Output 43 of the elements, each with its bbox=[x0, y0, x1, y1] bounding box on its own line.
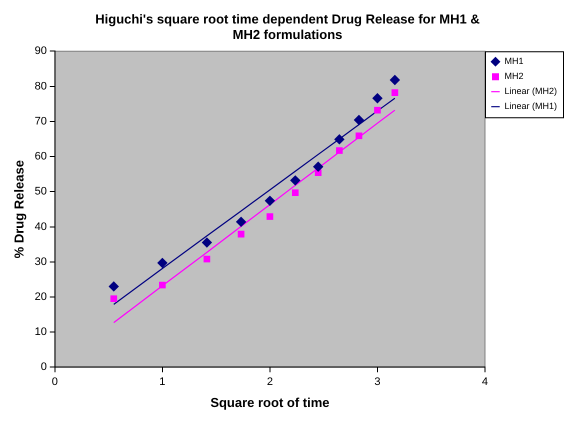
chart-title: Higuchi's square root time dependent Drug Release for MH1 & MH2 formulations bbox=[95, 11, 480, 42]
point bbox=[236, 216, 246, 227]
y-tick-label: 70 bbox=[34, 115, 47, 128]
y-tick-label: 60 bbox=[34, 150, 47, 163]
y-tick-label: 40 bbox=[34, 220, 47, 233]
point bbox=[159, 282, 166, 288]
point bbox=[290, 175, 300, 186]
point bbox=[157, 258, 168, 268]
point bbox=[292, 189, 299, 196]
point bbox=[110, 295, 118, 302]
y-tick-label: 10 bbox=[34, 326, 47, 338]
point bbox=[336, 147, 343, 154]
point bbox=[238, 230, 244, 238]
point bbox=[313, 162, 324, 172]
point bbox=[372, 93, 382, 104]
legend-label: Linear (MH2) bbox=[504, 86, 558, 96]
point bbox=[390, 74, 400, 85]
point bbox=[202, 238, 212, 248]
x-tick-label: 3 bbox=[374, 376, 381, 388]
y-tick-label: 80 bbox=[34, 80, 47, 92]
y-tick-label: 20 bbox=[34, 291, 47, 304]
y-tick-label: 90 bbox=[34, 45, 47, 58]
x-tick-label: 4 bbox=[482, 376, 488, 388]
legend-label: MH1 bbox=[504, 56, 524, 66]
point bbox=[354, 115, 364, 126]
x-tick-label: 0 bbox=[52, 376, 58, 388]
x-tick-label: 1 bbox=[159, 376, 166, 388]
legend-label: Linear (MH1) bbox=[504, 101, 558, 112]
y-tick-label: 50 bbox=[34, 186, 47, 198]
x-axis-title: Square root of time bbox=[210, 394, 330, 410]
point bbox=[264, 196, 275, 206]
point bbox=[356, 132, 362, 140]
point bbox=[374, 106, 381, 114]
legend-label: MH2 bbox=[504, 71, 524, 82]
point bbox=[334, 134, 344, 144]
y-tick-label: 30 bbox=[34, 256, 47, 268]
point bbox=[108, 281, 119, 292]
y-axis-title: % Drug Release bbox=[11, 160, 26, 258]
point bbox=[266, 213, 274, 220]
point bbox=[392, 89, 398, 96]
point bbox=[204, 256, 210, 262]
x-tick-label: 2 bbox=[266, 376, 273, 388]
y-tick-label: 0 bbox=[40, 361, 47, 374]
